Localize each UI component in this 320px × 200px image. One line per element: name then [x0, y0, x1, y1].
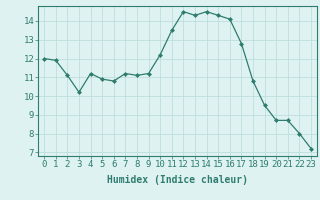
X-axis label: Humidex (Indice chaleur): Humidex (Indice chaleur)	[107, 175, 248, 185]
